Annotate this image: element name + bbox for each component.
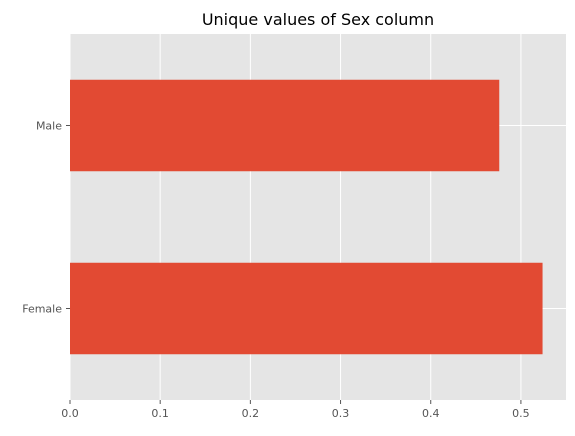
x-tick-label: 0.5 xyxy=(512,407,530,420)
bar-male xyxy=(70,79,500,172)
x-tick-label: 0.0 xyxy=(61,407,79,420)
chart-title: Unique values of Sex column xyxy=(202,10,434,29)
x-tick-label: 0.1 xyxy=(151,407,169,420)
x-tick-label: 0.3 xyxy=(332,407,350,420)
y-tick-label: Male xyxy=(36,120,62,133)
y-axis-ticks: Female Male xyxy=(22,120,70,316)
bar-female xyxy=(70,262,543,355)
x-tick-label: 0.4 xyxy=(422,407,440,420)
y-tick-label: Female xyxy=(22,303,62,316)
x-tick-label: 0.2 xyxy=(242,407,260,420)
bars xyxy=(70,79,543,355)
x-axis-ticks: 0.0 0.1 0.2 0.3 0.4 0.5 xyxy=(61,400,530,420)
